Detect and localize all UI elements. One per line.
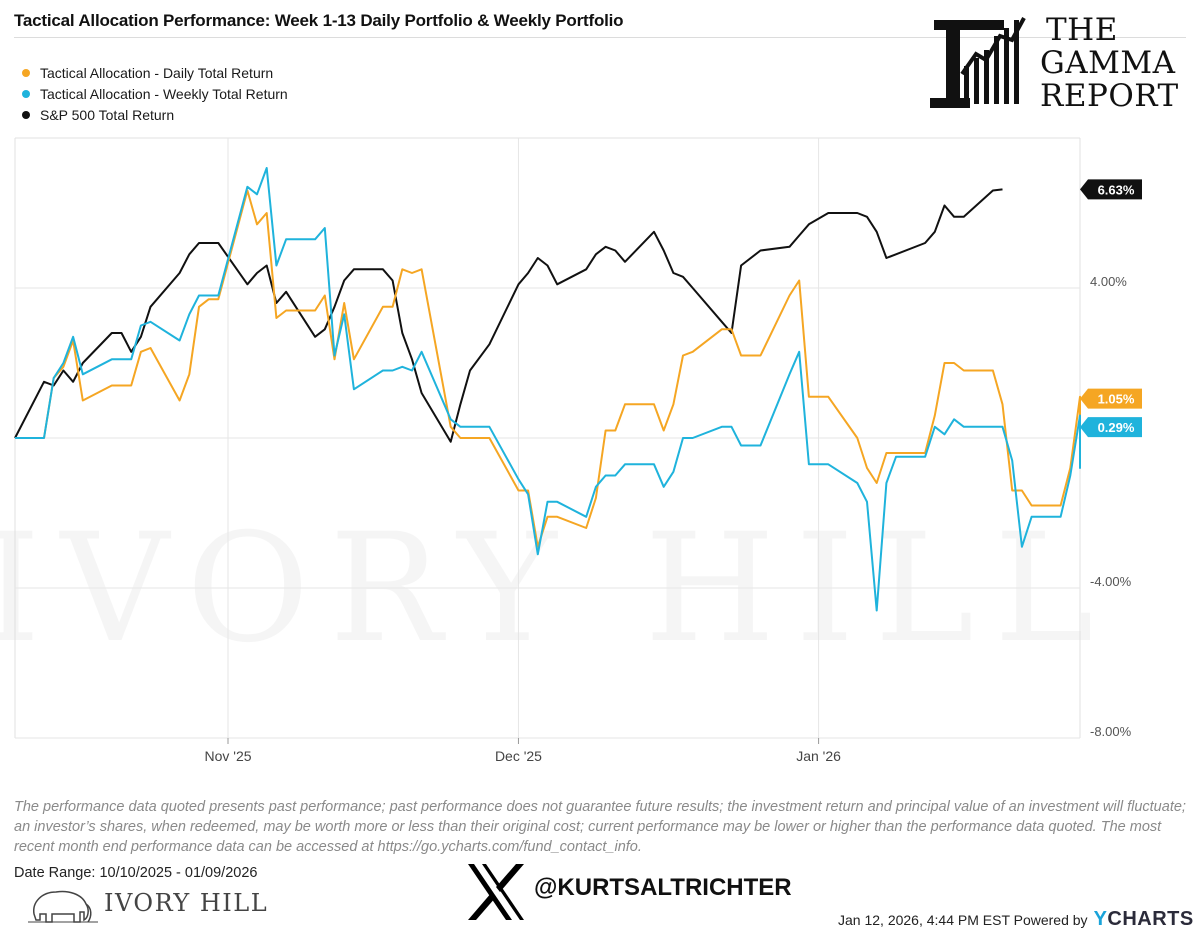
weekly-end-label: 0.29% xyxy=(1080,417,1142,438)
chart-title: Tactical Allocation Performance: Week 1-… xyxy=(14,11,624,30)
title-divider xyxy=(14,37,1186,38)
ycharts-rest: CHARTS xyxy=(1107,908,1194,930)
y-tick-label: 4.00% xyxy=(1090,274,1127,289)
legend-swatch-sp500 xyxy=(22,110,30,119)
ycharts-y: Y xyxy=(1093,908,1108,930)
timestamp: Jan 12, 2026, 4:44 PM EST Powered by xyxy=(838,911,1088,928)
daily-end-label: 1.05% xyxy=(1080,388,1142,409)
sp500-end-label-text: 6.63% xyxy=(1098,182,1135,197)
weekly-end-label-bg xyxy=(1080,417,1142,438)
daily-end-label-bg xyxy=(1080,388,1142,409)
footer-attribution: Jan 12, 2026, 4:44 PM EST Powered by YCH… xyxy=(838,908,1194,931)
sp500-end-label: 6.63% xyxy=(1080,179,1142,200)
legend-item-weekly[interactable]: Tactical Allocation - Weekly Total Retur… xyxy=(22,83,288,104)
x-tick-label: Dec '25 xyxy=(495,748,542,764)
legend-label-daily: Tactical Allocation - Daily Total Return xyxy=(40,64,274,81)
weekly-end-label-text: 0.29% xyxy=(1098,420,1135,435)
sp500-end-label-bg xyxy=(1080,179,1142,200)
elephant-logo-icon xyxy=(28,890,98,923)
x-tick-label: Nov '25 xyxy=(204,748,251,764)
ivory-hill-wordmark: IVORY HILL xyxy=(104,889,269,917)
legend-item-sp500[interactable]: S&P 500 Total Return xyxy=(22,104,288,125)
disclaimer-text: The performance data quoted presents pas… xyxy=(14,799,1186,855)
legend-label-weekly: Tactical Allocation - Weekly Total Retur… xyxy=(40,85,288,102)
gamma-report-logo-icon xyxy=(930,17,1026,108)
legend-swatch-weekly xyxy=(22,89,30,98)
ycharts-logo[interactable]: YCHARTS xyxy=(1094,908,1194,931)
y-tick-label: -4.00% xyxy=(1090,574,1132,589)
date-range: Date Range: 10/10/2025 - 01/09/2026 xyxy=(14,865,258,881)
weekly-return-line xyxy=(15,167,1081,612)
x-tick-label: Jan '26 xyxy=(796,748,841,764)
gamma-line-2: GAMMA xyxy=(1040,45,1176,81)
daily-return-line xyxy=(15,189,1081,548)
gamma-line-3: REPORT xyxy=(1040,78,1179,114)
x-logo-icon xyxy=(468,864,524,920)
gamma-line-1: THE xyxy=(1046,12,1118,48)
daily-end-label-text: 1.05% xyxy=(1098,392,1135,407)
legend-label-sp500: S&P 500 Total Return xyxy=(40,106,175,123)
watermark-text: IVORY HILL xyxy=(0,502,1114,676)
chart-legend: Tactical Allocation - Daily Total Return… xyxy=(22,62,288,125)
line-chart: IVORY HILL 4.00% -4.00% -8.00% Nov '25 Dec '2… xyxy=(0,137,1142,764)
x-handle[interactable]: @KURTSALTRICHTER xyxy=(534,874,792,901)
legend-item-daily[interactable]: Tactical Allocation - Daily Total Return xyxy=(22,62,288,83)
legend-swatch-daily xyxy=(22,68,30,77)
sp500-line xyxy=(14,188,1003,443)
gamma-report-wordmark: THE GAMMA REPORT xyxy=(1040,14,1179,113)
y-tick-label: -8.00% xyxy=(1090,724,1132,739)
